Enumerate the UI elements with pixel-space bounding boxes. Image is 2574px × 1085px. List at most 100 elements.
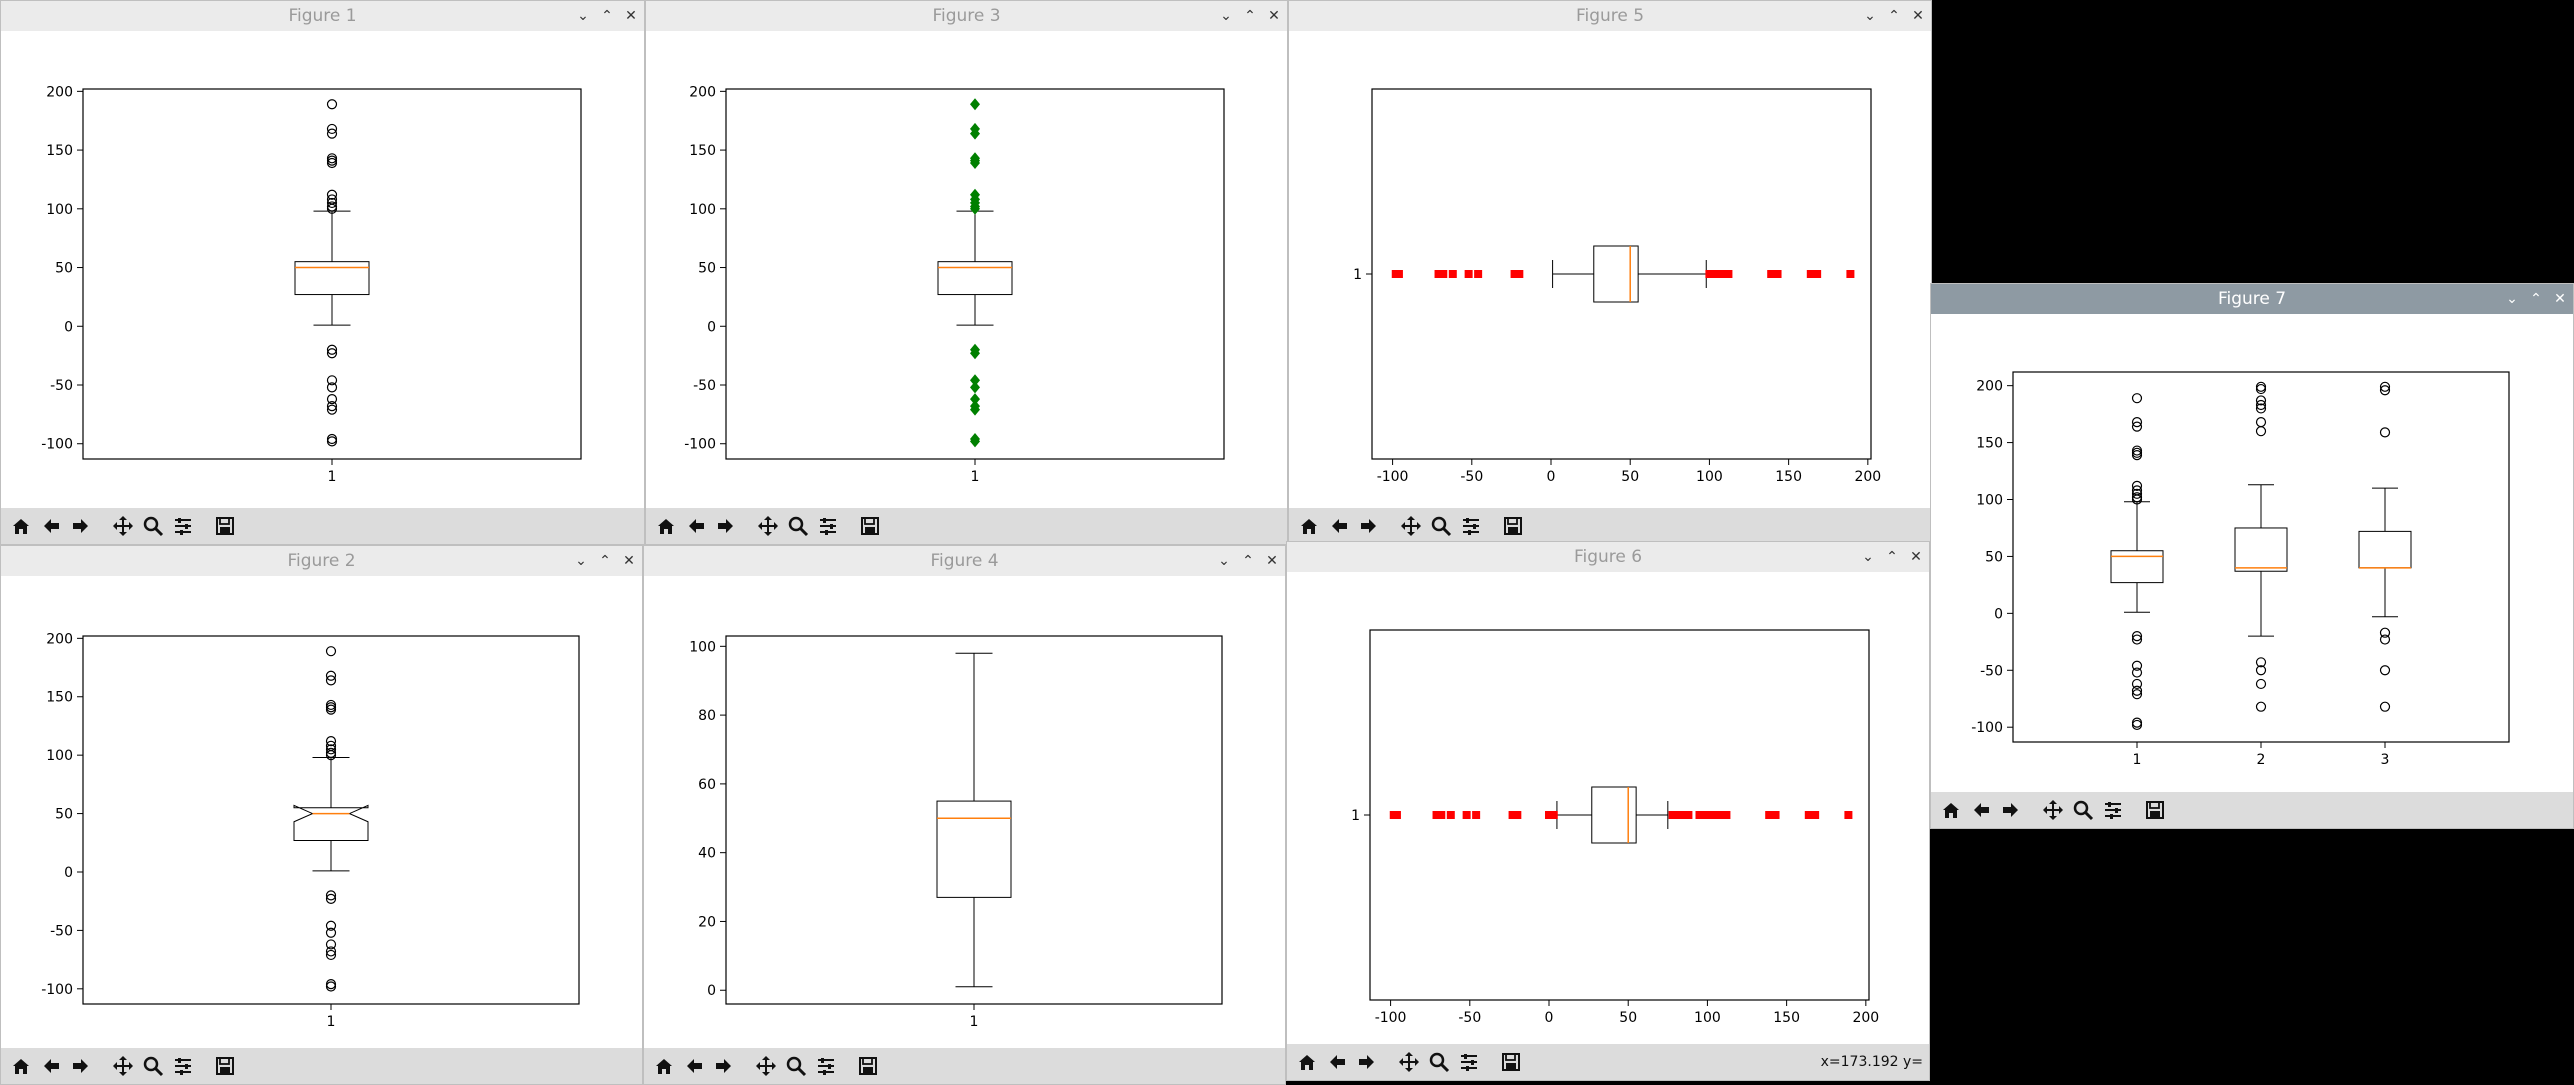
- back-arrow-button[interactable]: [37, 512, 65, 540]
- close-icon[interactable]: ✕: [625, 8, 637, 24]
- pan-move-icon: [758, 516, 778, 536]
- outlier-marker: [1508, 811, 1517, 819]
- pan-move-button[interactable]: [754, 512, 782, 540]
- home-button[interactable]: [7, 512, 35, 540]
- minimize-icon[interactable]: ⌄: [577, 8, 589, 24]
- titlebar[interactable]: Figure 1 ⌄ ⌃ ✕: [1, 1, 644, 31]
- maximize-icon[interactable]: ⌃: [599, 553, 611, 569]
- outlier-marker: [325, 939, 337, 950]
- box-iqr: [2358, 530, 2412, 569]
- zoom-magnifier-button[interactable]: [1427, 512, 1455, 540]
- plot-canvas[interactable]: -100 -50 0 50 100 150 200 1 2 3: [1931, 314, 2574, 794]
- save-floppy-button[interactable]: [211, 512, 239, 540]
- configure-subplots-button[interactable]: [1455, 1048, 1483, 1076]
- forward-arrow-button[interactable]: [1355, 512, 1383, 540]
- x-tick-label: 0: [1547, 469, 1556, 485]
- close-icon[interactable]: ✕: [1912, 8, 1924, 24]
- y-tick-label: -50: [50, 923, 73, 939]
- outlier-marker: [1713, 270, 1722, 278]
- save-floppy-button[interactable]: [1499, 512, 1527, 540]
- outlier-marker: [326, 393, 338, 405]
- outlier-marker: [1684, 811, 1693, 819]
- navigation-toolbar: [646, 508, 1287, 544]
- forward-arrow-button[interactable]: [67, 1052, 95, 1080]
- outlier-marker: [2379, 665, 2391, 676]
- titlebar[interactable]: Figure 7 ⌄ ⌃ ✕: [1931, 284, 2573, 314]
- zoom-magnifier-button[interactable]: [139, 512, 167, 540]
- home-button[interactable]: [650, 1052, 678, 1080]
- titlebar[interactable]: Figure 5 ⌄ ⌃ ✕: [1289, 1, 1931, 31]
- outlier-marker: [326, 344, 338, 355]
- minimize-icon[interactable]: ⌄: [1220, 8, 1232, 24]
- back-arrow-icon: [1332, 519, 1347, 533]
- home-button[interactable]: [7, 1052, 35, 1080]
- minimize-icon[interactable]: ⌄: [575, 553, 587, 569]
- back-arrow-button[interactable]: [682, 512, 710, 540]
- minimize-icon[interactable]: ⌄: [1862, 549, 1874, 565]
- home-button[interactable]: [1295, 512, 1323, 540]
- maximize-icon[interactable]: ⌃: [601, 8, 613, 24]
- forward-arrow-button[interactable]: [712, 512, 740, 540]
- plot-canvas[interactable]: -100 -50 0 50 100 150 200 1: [1, 31, 645, 510]
- forward-arrow-button[interactable]: [1353, 1048, 1381, 1076]
- close-icon[interactable]: ✕: [1910, 549, 1922, 565]
- outlier-marker: [1448, 270, 1457, 278]
- back-arrow-button[interactable]: [1323, 1048, 1351, 1076]
- close-icon[interactable]: ✕: [623, 553, 635, 569]
- close-icon[interactable]: ✕: [1268, 8, 1280, 24]
- plot-canvas[interactable]: 0 20 40 60 80 100 1: [644, 576, 1286, 1050]
- zoom-magnifier-button[interactable]: [2069, 796, 2097, 824]
- home-button[interactable]: [1937, 796, 1965, 824]
- configure-subplots-button[interactable]: [169, 1052, 197, 1080]
- titlebar[interactable]: Figure 3 ⌄ ⌃ ✕: [646, 1, 1287, 31]
- pan-move-button[interactable]: [109, 1052, 137, 1080]
- save-floppy-button[interactable]: [2141, 796, 2169, 824]
- save-floppy-button[interactable]: [211, 1052, 239, 1080]
- zoom-magnifier-icon: [143, 1056, 164, 1077]
- maximize-icon[interactable]: ⌃: [1888, 8, 1900, 24]
- maximize-icon[interactable]: ⌃: [1242, 553, 1254, 569]
- minimize-icon[interactable]: ⌄: [1864, 8, 1876, 24]
- close-icon[interactable]: ✕: [1266, 553, 1278, 569]
- forward-arrow-button[interactable]: [1997, 796, 2025, 824]
- save-floppy-button[interactable]: [854, 1052, 882, 1080]
- pan-move-button[interactable]: [752, 1052, 780, 1080]
- configure-subplots-button[interactable]: [812, 1052, 840, 1080]
- forward-arrow-button[interactable]: [67, 512, 95, 540]
- plot-canvas[interactable]: -100 -50 0 50 100 150 200 1: [646, 31, 1288, 510]
- titlebar[interactable]: Figure 4 ⌄ ⌃ ✕: [644, 546, 1285, 576]
- back-arrow-button[interactable]: [1325, 512, 1353, 540]
- back-arrow-button[interactable]: [680, 1052, 708, 1080]
- back-arrow-button[interactable]: [1967, 796, 1995, 824]
- configure-subplots-button[interactable]: [2099, 796, 2127, 824]
- close-icon[interactable]: ✕: [2554, 291, 2566, 307]
- pan-move-button[interactable]: [1397, 512, 1425, 540]
- configure-subplots-button[interactable]: [1457, 512, 1485, 540]
- zoom-magnifier-button[interactable]: [784, 512, 812, 540]
- home-button[interactable]: [652, 512, 680, 540]
- zoom-magnifier-button[interactable]: [139, 1052, 167, 1080]
- titlebar[interactable]: Figure 6 ⌄ ⌃ ✕: [1287, 542, 1929, 572]
- configure-subplots-button[interactable]: [814, 512, 842, 540]
- back-arrow-button[interactable]: [37, 1052, 65, 1080]
- pan-move-button[interactable]: [1395, 1048, 1423, 1076]
- forward-arrow-button[interactable]: [710, 1052, 738, 1080]
- plot-canvas[interactable]: -100 -50 0 50 100 150 200 1: [1289, 31, 1932, 510]
- outlier-marker: [325, 670, 337, 681]
- maximize-icon[interactable]: ⌃: [1886, 549, 1898, 565]
- pan-move-button[interactable]: [2039, 796, 2067, 824]
- home-button[interactable]: [1293, 1048, 1321, 1076]
- zoom-magnifier-button[interactable]: [782, 1052, 810, 1080]
- save-floppy-button[interactable]: [1497, 1048, 1525, 1076]
- zoom-magnifier-button[interactable]: [1425, 1048, 1453, 1076]
- configure-subplots-button[interactable]: [169, 512, 197, 540]
- minimize-icon[interactable]: ⌄: [1218, 553, 1230, 569]
- maximize-icon[interactable]: ⌃: [2530, 291, 2542, 307]
- plot-canvas[interactable]: -100 -50 0 50 100 150 200 1: [1, 576, 643, 1050]
- minimize-icon[interactable]: ⌄: [2506, 291, 2518, 307]
- maximize-icon[interactable]: ⌃: [1244, 8, 1256, 24]
- plot-canvas[interactable]: -100 -50 0 50 100 150 200 1: [1287, 572, 1930, 1046]
- titlebar[interactable]: Figure 2 ⌄ ⌃ ✕: [1, 546, 642, 576]
- save-floppy-button[interactable]: [856, 512, 884, 540]
- pan-move-button[interactable]: [109, 512, 137, 540]
